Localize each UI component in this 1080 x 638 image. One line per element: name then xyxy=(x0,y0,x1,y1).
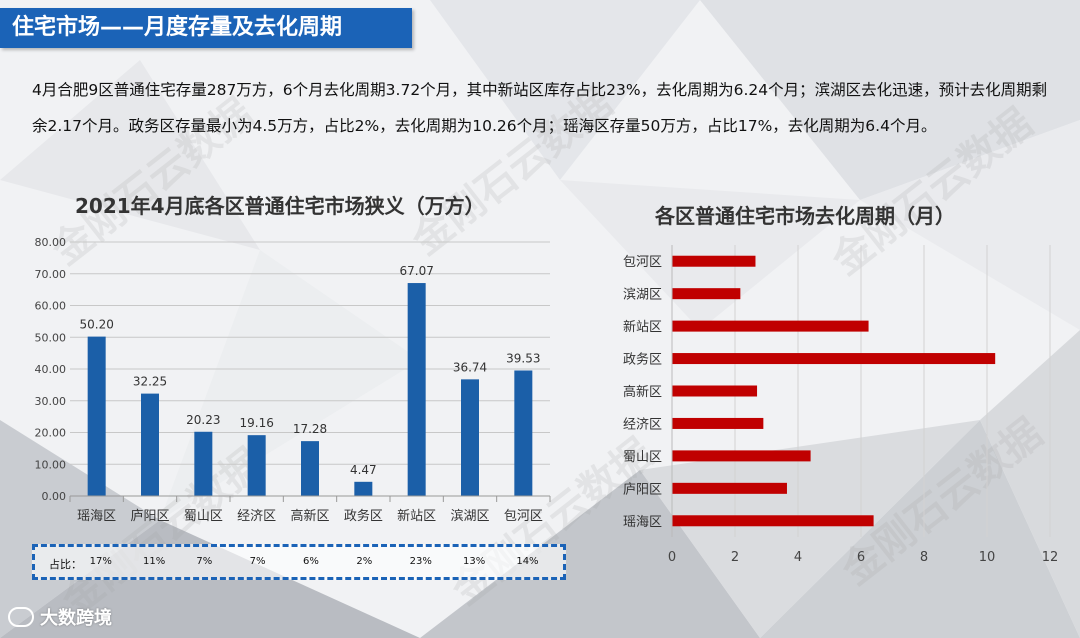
x-tick-label: 新站区 xyxy=(397,508,436,524)
hbar xyxy=(672,320,869,332)
x-tick-label: 6 xyxy=(857,550,865,565)
share-value: 23% xyxy=(409,556,432,567)
brand-logo: 大数跨境 xyxy=(8,604,112,630)
data-label: 20.23 xyxy=(186,413,220,427)
share-value: 6% xyxy=(303,556,319,567)
stock-bar-chart: 0.00 10.00 20.00 30.00 40.00 50.00 60.00 70.00 8… xyxy=(35,236,551,524)
y-tick-label: 政务区 xyxy=(623,352,662,368)
y-tick-label: 20.00 xyxy=(35,427,67,440)
y-tick-label: 新站区 xyxy=(623,319,662,335)
y-tick-label: 40.00 xyxy=(35,363,67,376)
y-tick-label: 蜀山区 xyxy=(623,450,662,465)
share-value: 7% xyxy=(249,556,266,567)
share-table: 占比： 17% 11% 7% 7% 6% 2% 23% 13% 14% xyxy=(32,544,566,580)
y-tick-label: 60.00 xyxy=(35,300,67,313)
data-label: 32.25 xyxy=(133,375,167,389)
data-label: 67.07 xyxy=(399,264,433,278)
share-value: 13% xyxy=(463,556,486,567)
data-label: 50.20 xyxy=(79,318,113,332)
logo-text: 大数跨境 xyxy=(40,608,112,629)
x-tick-label: 2 xyxy=(731,550,739,565)
y-tick-label: 瑶海区 xyxy=(623,515,662,530)
hbar xyxy=(672,515,874,527)
data-label: 39.53 xyxy=(506,351,540,365)
x-tick-label: 滨湖区 xyxy=(450,508,489,524)
logo-icon xyxy=(8,607,34,627)
hbar-chart-title: 各区普通住宅市场去化周期（月） xyxy=(655,204,955,228)
x-tick-label: 0 xyxy=(668,550,676,565)
bar-chart-title: 2021年4月底各区普通住宅市场狭义（万方） xyxy=(75,194,485,218)
share-value: 7% xyxy=(196,556,213,567)
x-tick-label: 4 xyxy=(794,550,802,565)
bar xyxy=(407,283,426,496)
bar xyxy=(247,435,266,496)
x-tick-label: 政务区 xyxy=(344,508,383,524)
hbar xyxy=(672,353,996,365)
bar xyxy=(141,393,159,496)
hbar xyxy=(672,482,787,494)
share-value: 2% xyxy=(356,556,373,567)
share-value: 11% xyxy=(143,556,166,567)
y-tick-label: 经济区 xyxy=(623,417,662,432)
data-label: 4.47 xyxy=(350,463,377,477)
data-label: 17.28 xyxy=(293,422,327,436)
y-tick-label: 0.00 xyxy=(42,490,67,503)
hbar xyxy=(672,288,741,300)
share-label: 占比： xyxy=(49,558,82,571)
hbar xyxy=(672,450,811,462)
y-tick-label: 80.00 xyxy=(35,236,67,249)
x-tick-label: 经济区 xyxy=(237,509,276,524)
data-label: 19.16 xyxy=(239,416,273,430)
y-tick-label: 50.00 xyxy=(35,331,67,344)
y-tick-label: 高新区 xyxy=(623,384,662,400)
y-tick-label: 70.00 xyxy=(35,268,67,281)
x-tick-label: 高新区 xyxy=(290,508,329,524)
y-tick-label: 30.00 xyxy=(35,395,67,408)
bar xyxy=(87,336,106,496)
hbar xyxy=(672,255,756,267)
bar xyxy=(461,379,479,496)
bar xyxy=(354,481,373,496)
y-tick-label: 滨湖区 xyxy=(623,287,662,303)
bar xyxy=(194,431,213,496)
x-tick-label: 10 xyxy=(979,550,996,565)
x-tick-label: 瑶海区 xyxy=(77,509,116,524)
page-title: 住宅市场——月度存量及去化周期 xyxy=(0,8,412,48)
y-tick-label: 庐阳区 xyxy=(623,482,662,497)
summary-text: 4月合肥9区普通住宅存量287万方，6个月去化周期3.72个月，其中新站区库存占… xyxy=(32,81,1048,135)
y-tick-label: 包河区 xyxy=(623,255,662,270)
hbar xyxy=(672,385,758,397)
data-label: 36.74 xyxy=(453,360,487,374)
x-tick-label: 8 xyxy=(920,550,928,565)
share-value: 17% xyxy=(89,556,112,567)
bar xyxy=(514,370,533,496)
bar xyxy=(301,441,319,496)
x-tick-label: 12 xyxy=(1042,550,1059,565)
x-tick-label: 包河区 xyxy=(504,509,543,524)
x-tick-label: 蜀山区 xyxy=(184,509,223,524)
hbar xyxy=(672,417,764,429)
y-tick-label: 10.00 xyxy=(35,458,67,471)
share-value: 14% xyxy=(516,556,539,567)
x-tick-label: 庐阳区 xyxy=(130,509,169,524)
